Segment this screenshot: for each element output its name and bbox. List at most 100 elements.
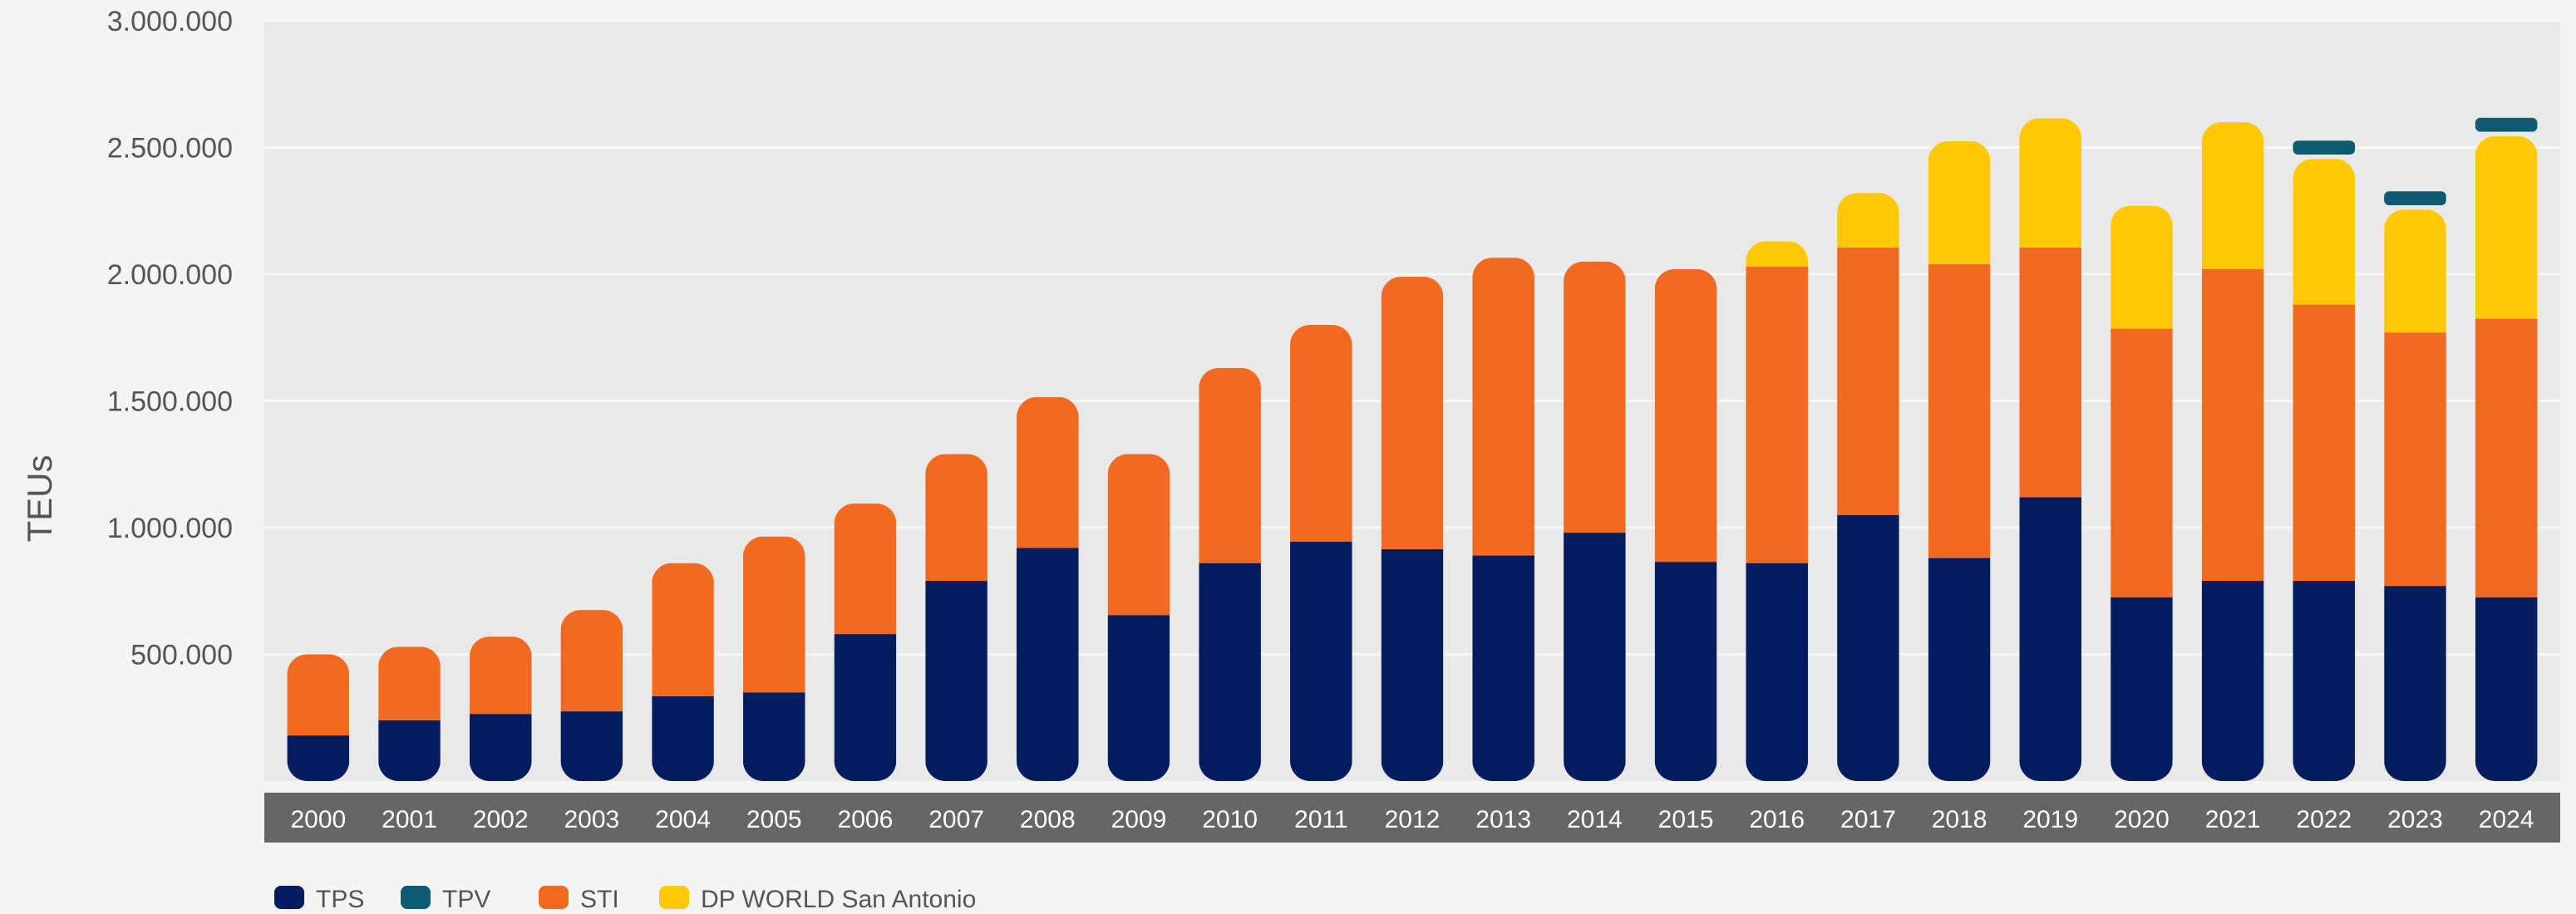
bar-stack-2002 <box>469 636 532 781</box>
x-tick-label: 2017 <box>1840 806 1896 833</box>
legend-item-dp-world-san-antonio: DP WORLD San Antonio <box>659 886 976 913</box>
bar-segment-dp-world-san-antonio <box>1928 140 1991 264</box>
x-tick-label: 2008 <box>1020 806 1076 833</box>
bar-segment-sti <box>1837 247 1899 515</box>
bar-segment-sti <box>2111 328 2173 597</box>
bar-segment-sti <box>1290 325 1352 542</box>
bar-segment-sti <box>1472 258 1534 556</box>
bar-segment-tps <box>469 714 532 781</box>
bar-segment-tps <box>1928 558 1991 781</box>
bar-segment-sti <box>1928 263 1991 558</box>
legend-swatch <box>274 886 304 909</box>
bar-segment-tps <box>1381 548 1444 781</box>
legend-label: TPV <box>442 886 490 913</box>
bar-stack-2009 <box>1107 454 1170 781</box>
legend-swatch <box>539 886 569 909</box>
x-tick-label: 2021 <box>2205 806 2261 833</box>
bar-segment-dp-world-san-antonio <box>1837 193 1899 248</box>
x-tick-label: 2007 <box>928 806 984 833</box>
bar-segment-sti <box>1199 367 1261 563</box>
bar-segment-tps <box>834 634 897 781</box>
bar-segment-tps <box>560 711 623 781</box>
bar-segment-tps <box>1016 548 1079 781</box>
legend-label: TPS <box>316 886 364 913</box>
bar-segment-tps <box>652 695 714 781</box>
bar-segment-tpv <box>2384 191 2446 205</box>
bar-stack-2017 <box>1837 193 1899 781</box>
bar-stack-2005 <box>742 536 805 781</box>
bar-segment-dp-world-san-antonio <box>2475 135 2538 319</box>
legend-swatch <box>401 886 431 909</box>
legend: TPS TPV STI DP WORLD San Antonio <box>274 886 976 913</box>
bar-stack-2018 <box>1928 140 1991 781</box>
bar-segment-tps <box>1746 563 1809 781</box>
bar-stack-2016 <box>1746 241 1809 781</box>
x-tick-label: 2023 <box>2387 806 2443 833</box>
bar-segment-dp-world-san-antonio <box>2019 118 2082 248</box>
y-tick-label: 2.000.000 <box>107 259 233 291</box>
bar-stack-2000 <box>287 654 350 781</box>
bar-segment-sti <box>2201 268 2264 582</box>
x-tick-label: 2002 <box>473 806 529 833</box>
bar-segment-dp-world-san-antonio <box>1746 241 1809 267</box>
y-tick-label: 1.500.000 <box>107 386 233 418</box>
bar-segment-tps <box>1290 541 1352 781</box>
bar-stack-2007 <box>925 454 988 781</box>
y-axis-labels: 500.000 1.000.000 1.500.000 2.000.000 2.500.… <box>107 6 233 671</box>
bar-stack-2019 <box>2019 118 2082 781</box>
x-tick-label: 2004 <box>655 806 711 833</box>
x-tick-label: 2020 <box>2114 806 2170 833</box>
bar-segment-sti <box>742 536 805 693</box>
x-tick-label: 2018 <box>1932 806 1987 833</box>
legend-label: STI <box>580 886 619 913</box>
bar-stack-2003 <box>560 610 623 781</box>
x-tick-label: 2005 <box>746 806 802 833</box>
bar-segment-tps <box>1107 615 1170 781</box>
bar-stack-2001 <box>378 646 441 781</box>
bar-stack-2020 <box>2111 205 2173 781</box>
bar-segment-sti <box>1746 266 1809 563</box>
bar-segment-tps <box>287 735 350 781</box>
bar-segment-tps <box>1199 563 1261 781</box>
bar-stack-2008 <box>1016 396 1079 781</box>
x-tick-label: 2013 <box>1475 806 1531 833</box>
bar-segment-sti <box>925 454 988 582</box>
bars <box>287 117 2538 781</box>
bar-segment-sti <box>378 646 441 720</box>
bar-segment-tps <box>2384 586 2446 781</box>
bar-segment-tps <box>925 581 988 781</box>
x-tick-label: 2000 <box>290 806 346 833</box>
bar-stack-2024 <box>2475 135 2538 781</box>
bar-stack-2011 <box>1290 325 1352 781</box>
x-tick-label: 2003 <box>564 806 620 833</box>
x-axis-labels: 2000 2001 2002 2003 2004 2005 2006 2007 2008 2009… <box>290 806 2534 833</box>
bar-segment-dp-world-san-antonio <box>2293 159 2356 305</box>
x-tick-label: 2009 <box>1111 806 1167 833</box>
x-tick-label: 2019 <box>2022 806 2078 833</box>
x-axis-band <box>264 793 2560 843</box>
bar-segment-sti <box>834 504 897 635</box>
legend-item-tpv: TPV <box>401 886 490 913</box>
y-tick-label: 500.000 <box>131 640 233 671</box>
bar-segment-tps <box>1654 562 1717 781</box>
bar-segment-tps <box>2475 597 2538 781</box>
bar-stack-2014 <box>1564 261 1626 781</box>
bar-segment-tpv <box>2293 140 2356 155</box>
bar-stack-2012 <box>1381 277 1444 781</box>
bar-segment-sti <box>2293 304 2356 582</box>
bar-segment-tps <box>2293 581 2356 781</box>
bar-stack-2022 <box>2293 159 2356 781</box>
bar-segment-sti <box>560 610 623 712</box>
bar-stack-2006 <box>834 504 897 781</box>
bar-segment-sti <box>1016 396 1079 548</box>
bar-segment-tps <box>2201 581 2264 781</box>
x-tick-label: 2016 <box>1749 806 1805 833</box>
bar-segment-sti <box>2019 247 2082 498</box>
bar-segment-sti <box>1381 277 1444 549</box>
bar-segment-tps <box>2111 597 2173 781</box>
y-tick-label: 1.000.000 <box>107 513 233 544</box>
x-tick-label: 2022 <box>2296 806 2352 833</box>
x-tick-label: 2001 <box>382 806 437 833</box>
bar-stack-2004 <box>652 563 714 781</box>
